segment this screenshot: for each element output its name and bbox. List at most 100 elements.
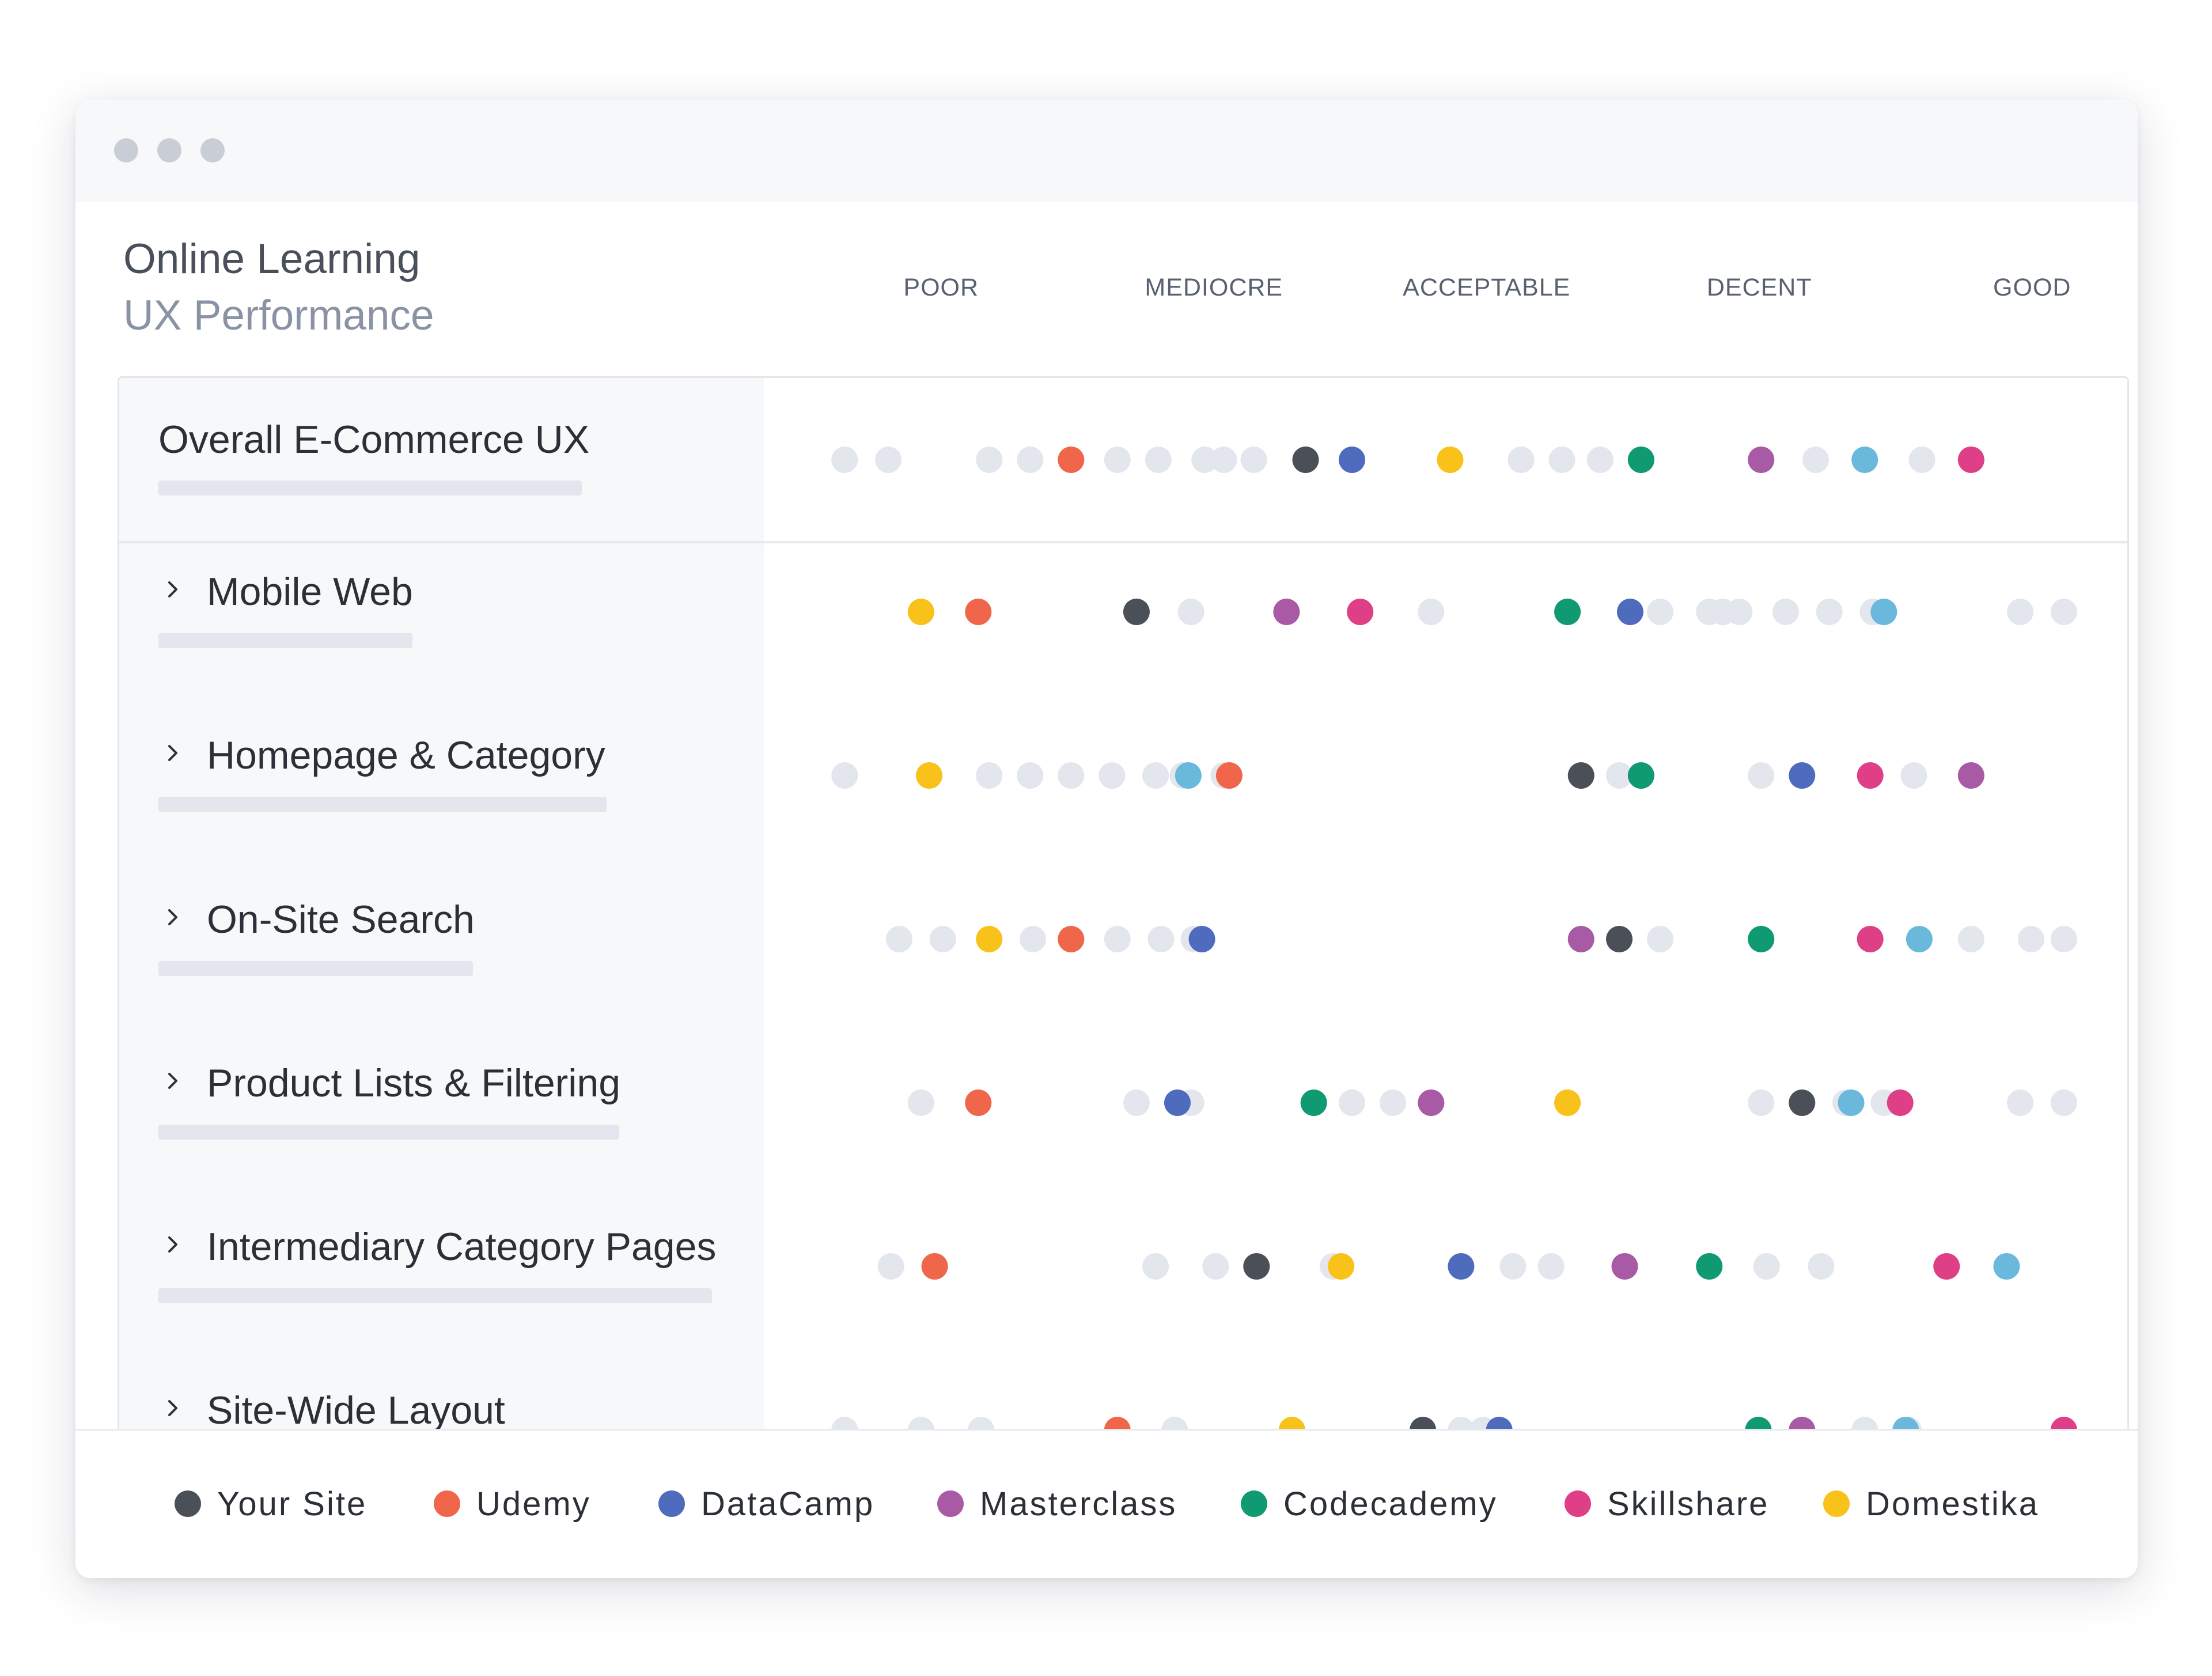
dot-other-competitor	[1020, 926, 1047, 952]
dot-other-competitor	[1177, 599, 1205, 625]
dot-datacamp[interactable]	[1448, 1253, 1475, 1280]
dot-udemy[interactable]	[1215, 762, 1243, 789]
chart-subtitle: UX Performance	[123, 292, 434, 339]
dot-your-site[interactable]	[1606, 926, 1633, 952]
dot-masterclass[interactable]	[1957, 762, 1984, 789]
dot-skillshare[interactable]	[1933, 1253, 1960, 1280]
dot-datacamp[interactable]	[1616, 599, 1643, 625]
dot-other-competitor	[1537, 1253, 1565, 1280]
dot-light-blue[interactable]	[1838, 1089, 1865, 1116]
row-label-on-site-search[interactable]: On-Site Search	[207, 898, 475, 941]
row-label-product-lists[interactable]: Product Lists & Filtering	[207, 1061, 621, 1105]
dot-other-competitor	[1418, 599, 1445, 625]
rating-label-decent: DECENT	[1706, 274, 1812, 301]
chevron-right-icon[interactable]	[161, 1397, 184, 1420]
dot-domestika[interactable]	[1437, 447, 1464, 473]
legend-item-datacamp[interactable]: DataCamp	[658, 1485, 874, 1523]
dot-codecademy[interactable]	[1627, 762, 1654, 789]
dot-domestika[interactable]	[907, 599, 934, 625]
dot-other-competitor	[1145, 447, 1172, 473]
dot-masterclass[interactable]	[1273, 599, 1300, 625]
chevron-right-icon[interactable]	[161, 741, 184, 765]
dot-codecademy[interactable]	[1748, 926, 1775, 952]
rating-label-poor: POOR	[903, 274, 979, 301]
window-maximize-dot[interactable]	[200, 138, 225, 162]
dot-skillshare[interactable]	[1857, 762, 1884, 789]
dot-masterclass[interactable]	[1567, 926, 1594, 952]
dot-other-competitor	[976, 762, 1003, 789]
dot-udemy[interactable]	[1058, 447, 1085, 473]
dot-masterclass[interactable]	[1748, 447, 1775, 473]
dot-light-blue[interactable]	[1993, 1253, 2020, 1280]
dot-datacamp[interactable]	[1789, 762, 1816, 789]
legend-item-masterclass[interactable]: Masterclass	[937, 1485, 1177, 1523]
legend-label: Masterclass	[980, 1485, 1177, 1523]
dot-codecademy[interactable]	[1300, 1089, 1327, 1116]
rating-label-good: GOOD	[1993, 274, 2071, 301]
dot-udemy[interactable]	[1058, 926, 1085, 952]
dot-codecademy[interactable]	[1554, 599, 1581, 625]
dot-skillshare[interactable]	[1347, 599, 1374, 625]
legend-item-skillshare[interactable]: Skillshare	[1565, 1485, 1769, 1523]
dot-light-blue[interactable]	[1851, 447, 1878, 473]
row-label-homepage-category[interactable]: Homepage & Category	[207, 733, 605, 777]
dot-light-blue[interactable]	[1906, 926, 1933, 952]
dot-udemy[interactable]	[965, 1089, 992, 1116]
dot-other-competitor	[1548, 447, 1575, 473]
dot-your-site[interactable]	[1567, 762, 1594, 789]
row-underbar	[158, 633, 412, 648]
chevron-right-icon[interactable]	[161, 578, 184, 601]
window-close-dot[interactable]	[114, 138, 138, 162]
dot-other-competitor	[1726, 599, 1753, 625]
rating-label-mediocre: MEDIOCRE	[1145, 274, 1283, 301]
row-underbar	[158, 481, 582, 495]
dot-other-competitor	[1017, 762, 1044, 789]
dot-masterclass[interactable]	[1418, 1089, 1445, 1116]
dot-other-competitor	[1210, 447, 1237, 473]
dot-light-blue[interactable]	[1870, 599, 1897, 625]
row-label-site-wide-layout[interactable]: Site-Wide Layout	[207, 1389, 505, 1432]
row-label-mobile-web[interactable]: Mobile Web	[207, 570, 413, 614]
dot-skillshare[interactable]	[1957, 447, 1984, 473]
dot-skillshare[interactable]	[1857, 926, 1884, 952]
dot-domestika[interactable]	[916, 762, 943, 789]
dot-udemy[interactable]	[921, 1253, 948, 1280]
legend-item-codecademy[interactable]: Codecademy	[1241, 1485, 1498, 1523]
dot-your-site[interactable]	[1243, 1253, 1270, 1280]
dot-domestika[interactable]	[1554, 1089, 1581, 1116]
dot-other-competitor	[2007, 1089, 2034, 1116]
dot-other-competitor	[1142, 1253, 1169, 1280]
dot-domestika[interactable]	[976, 926, 1003, 952]
chevron-right-icon[interactable]	[161, 906, 184, 929]
dot-datacamp[interactable]	[1188, 926, 1215, 952]
dot-other-competitor	[2007, 599, 2034, 625]
dot-udemy[interactable]	[965, 599, 992, 625]
dot-datacamp[interactable]	[1164, 1089, 1191, 1116]
dot-masterclass[interactable]	[1611, 1253, 1638, 1280]
dot-other-competitor	[1647, 599, 1674, 625]
dot-other-competitor	[1586, 447, 1613, 473]
legend-swatch-icon	[175, 1490, 201, 1517]
dot-codecademy[interactable]	[1627, 447, 1654, 473]
dot-your-site[interactable]	[1789, 1089, 1816, 1116]
dot-light-blue[interactable]	[1175, 762, 1202, 789]
chevron-right-icon[interactable]	[161, 1233, 184, 1256]
row-label-intermediary-category[interactable]: Intermediary Category Pages	[207, 1225, 717, 1269]
dot-other-competitor	[875, 447, 902, 473]
dot-your-site[interactable]	[1292, 447, 1319, 473]
window-minimize-dot[interactable]	[157, 138, 181, 162]
legend-item-your-site[interactable]: Your Site	[175, 1485, 367, 1523]
legend-item-udemy[interactable]: Udemy	[434, 1485, 591, 1523]
dot-other-competitor	[1104, 447, 1131, 473]
dot-other-competitor	[1808, 1253, 1835, 1280]
dot-codecademy[interactable]	[1696, 1253, 1723, 1280]
dot-skillshare[interactable]	[1887, 1089, 1914, 1116]
dot-domestika[interactable]	[1328, 1253, 1355, 1280]
dot-other-competitor	[1099, 762, 1126, 789]
chevron-right-icon[interactable]	[161, 1069, 184, 1092]
legend-item-domestika[interactable]: Domestika	[1823, 1485, 2039, 1523]
dot-your-site[interactable]	[1123, 599, 1150, 625]
dot-other-competitor	[1202, 1253, 1229, 1280]
dot-datacamp[interactable]	[1339, 447, 1365, 473]
legend-swatch-icon	[1565, 1490, 1591, 1517]
